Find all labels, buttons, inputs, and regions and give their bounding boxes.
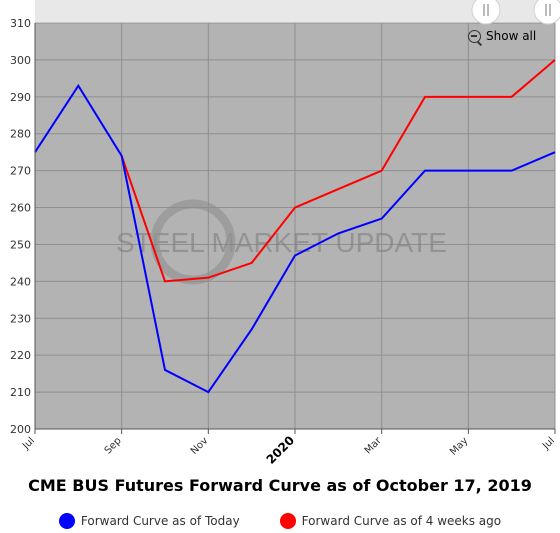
series-layer (34, 59, 556, 394)
chart-title: CME BUS Futures Forward Curve as of Octo… (28, 476, 532, 495)
show-all-label: Show all (486, 29, 537, 43)
x-tick-label: Sep (103, 435, 124, 456)
x-tick-label: Nov (189, 435, 211, 457)
y-tick-label: 240 (10, 275, 31, 288)
y-tick-label: 220 (10, 349, 31, 362)
y-tick-label: 310 (10, 17, 31, 30)
y-tick-label: 270 (10, 165, 31, 178)
zoom-out-icon (468, 29, 481, 43)
range-handle-left[interactable] (471, 0, 501, 25)
x-tick-label: Mar (363, 435, 385, 457)
legend-label-4-weeks-ago: Forward Curve as of 4 weeks ago (301, 514, 502, 528)
watermark: STEEL MARKET UPDATE (116, 199, 447, 285)
navigator-band[interactable] (35, 0, 555, 22)
range-handle-right[interactable] (533, 0, 560, 25)
y-tick-label: 300 (10, 54, 31, 67)
show-all-button[interactable]: Show all (468, 29, 536, 43)
y-tick-label: 290 (10, 91, 31, 104)
y-tick-label: 280 (10, 128, 31, 141)
series-line-4-weeks-ago[interactable] (120, 59, 556, 283)
y-tick-label: 200 (10, 423, 31, 436)
watermark-text: STEEL MARKET UPDATE (116, 227, 447, 258)
legend-label-today: Forward Curve as of Today (80, 514, 240, 528)
series-line-today[interactable] (34, 83, 556, 394)
legend-item-4-weeks-ago[interactable]: Forward Curve as of 4 weeks ago (279, 513, 502, 529)
legend-marker-4-weeks-ago (279, 513, 296, 529)
x-tick-label: Jul (540, 435, 557, 452)
x-tick-label: May (448, 435, 470, 457)
y-tick-label: 260 (10, 202, 31, 215)
x-tick-label: 2020 (264, 433, 298, 467)
legend-marker-today (58, 513, 75, 529)
y-tick-label: 210 (10, 386, 31, 399)
legend-item-today[interactable]: Forward Curve as of Today (58, 513, 240, 529)
y-tick-label: 250 (10, 238, 31, 251)
y-tick-label: 230 (10, 312, 31, 325)
x-tick-label: Jul (20, 435, 37, 452)
legend: Forward Curve as of Today Forward Curve … (0, 513, 560, 529)
